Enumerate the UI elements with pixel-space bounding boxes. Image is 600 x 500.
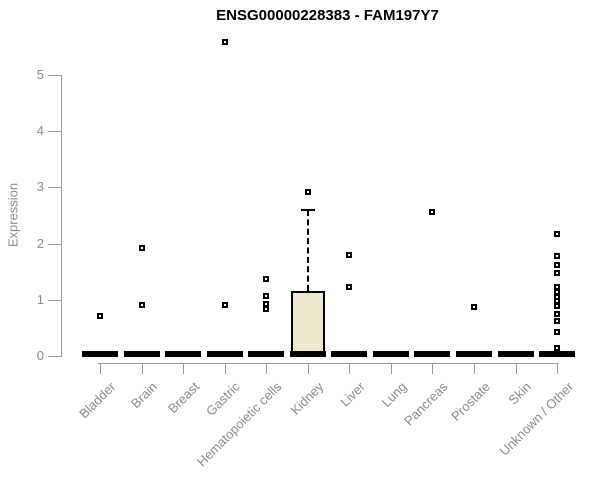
x-label-bladder: Bladder [76,379,119,422]
outlier-gastric-0 [221,38,228,45]
outlier-unknown-other-2 [554,261,561,268]
median-bar-breast [165,351,202,357]
y-tick-label-4: 4 [36,123,44,139]
whisker-cap-kidney [300,208,315,211]
outlier-unknown-other-4 [554,284,561,291]
x-tick-hematopoietic-cells [266,363,268,374]
x-tick-bladder [100,363,101,374]
median-bar-hematopoietic-cells [248,351,285,357]
y-tick-5 [48,75,61,76]
y-tick-1 [48,299,61,301]
median-bar-bladder [82,351,118,357]
y-tick-3 [48,187,61,189]
outlier-pancreas-0 [429,208,436,215]
x-label-unknown-other: Unknown / Other [496,379,576,459]
x-label-breast: Breast [164,379,202,417]
outlier-unknown-other-10 [554,317,561,324]
y-tick-0 [48,356,61,357]
y-tick-4 [48,131,61,133]
outlier-hematopoietic-cells-1 [263,292,270,299]
outlier-hematopoietic-cells-2 [263,300,270,307]
box-kidney [290,290,325,356]
x-tick-breast [183,363,185,374]
outlier-kidney-0 [304,188,311,195]
y-axis-line [61,75,62,357]
x-label-pancreas: Pancreas [401,379,452,429]
median-bar-lung [372,351,409,357]
x-label-prostate: Prostate [447,379,493,424]
outlier-gastric-1 [221,302,228,309]
outlier-unknown-other-0 [554,231,561,238]
x-tick-liver [349,363,351,374]
outlier-unknown-other-1 [554,252,561,259]
outlier-unknown-other-11 [554,329,561,336]
median-bar-pancreas [414,351,451,357]
outlier-liver-1 [346,284,353,291]
y-tick-label-0: 0 [36,348,44,363]
x-tick-skin [515,363,517,374]
median-bar-kidney [289,351,326,357]
x-tick-gastric [224,363,226,374]
median-bar-gastric [206,351,243,357]
median-bar-skin [497,351,534,357]
median-bar-brain [123,351,160,357]
x-label-lung: Lung [378,379,410,411]
outlier-hematopoietic-cells-3 [263,305,270,312]
x-label-kidney: Kidney [287,379,327,418]
y-tick-label-2: 2 [36,235,44,251]
outlier-hematopoietic-cells-0 [263,276,270,282]
median-bar-liver [331,351,368,357]
outlier-unknown-other-12 [554,344,561,351]
chart-title: ENSG00000228383 - FAM197Y7 [216,7,439,24]
outlier-brain-0 [138,244,145,251]
outlier-liver-0 [346,251,353,258]
x-tick-unknown-other [557,363,559,374]
x-label-skin: Skin [505,379,535,408]
x-tick-kidney [307,363,309,374]
x-axis-line [98,363,559,364]
outlier-bladder-0 [97,312,103,319]
x-tick-pancreas [432,363,434,374]
median-bar-unknown-other [539,351,576,357]
outlier-unknown-other-8 [554,302,561,309]
x-tick-lung [390,363,392,374]
x-tick-prostate [473,363,475,374]
x-label-brain: Brain [128,379,161,412]
outlier-brain-1 [138,301,145,308]
x-label-liver: Liver [337,379,368,410]
y-tick-label-3: 3 [36,179,44,195]
y-tick-label-5: 5 [36,67,44,82]
outlier-unknown-other-3 [554,269,561,276]
outlier-unknown-other-9 [554,310,561,317]
x-tick-brain [141,363,143,374]
y-tick-label-1: 1 [36,291,44,307]
y-tick-2 [48,243,61,245]
outlier-prostate-0 [470,304,477,311]
x-label-gastric: Gastric [203,379,244,419]
whisker-kidney [306,209,309,291]
median-bar-prostate [455,351,492,357]
